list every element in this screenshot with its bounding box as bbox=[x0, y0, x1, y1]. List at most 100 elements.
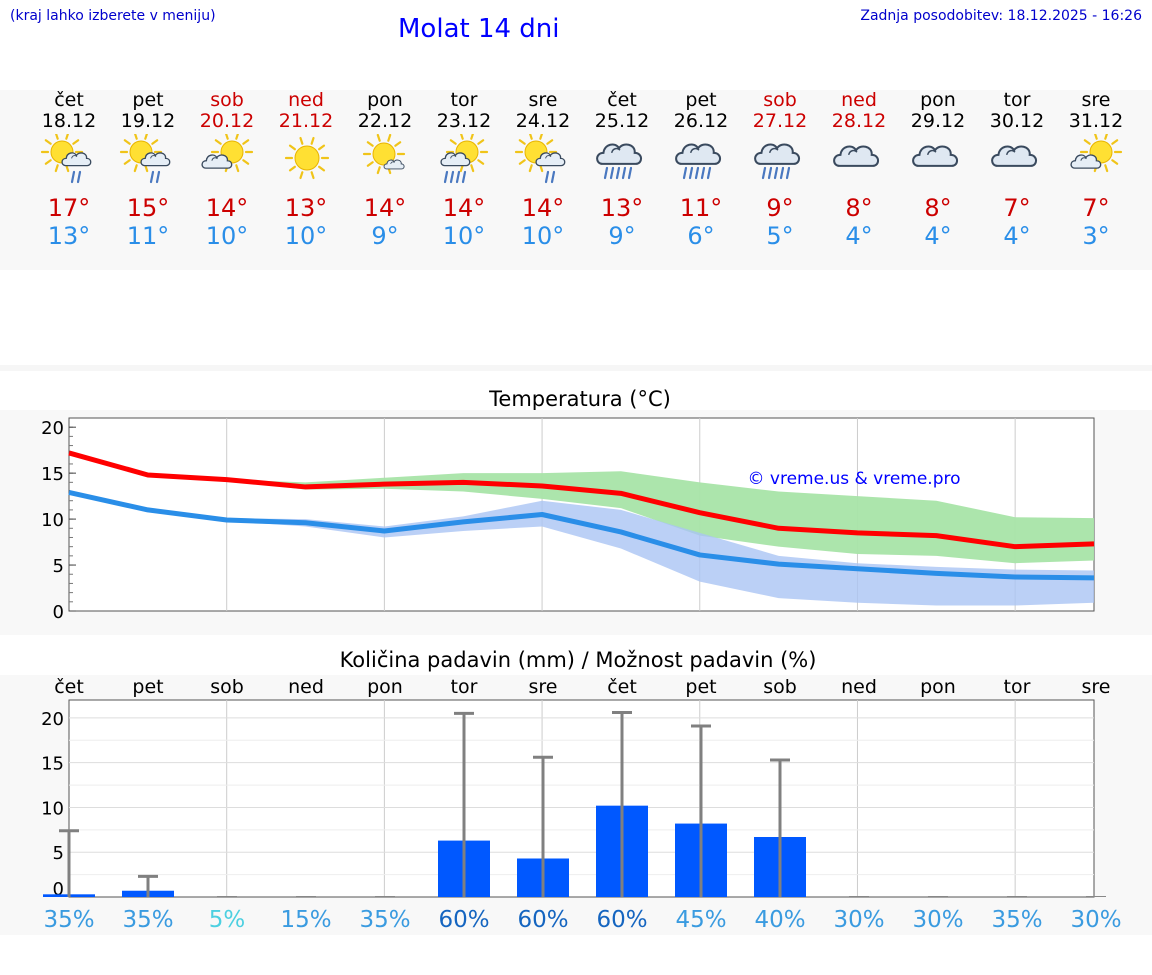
forecast-day: pet 26.12 11° 6° bbox=[661, 90, 741, 250]
y-tick-label: 0 bbox=[53, 879, 64, 900]
max-temperature: 14° bbox=[205, 194, 249, 222]
day-name: ned bbox=[288, 89, 324, 111]
max-temperature: 9° bbox=[766, 194, 794, 222]
day-name: ned bbox=[841, 89, 877, 111]
day-name: sob bbox=[210, 89, 244, 111]
forecast-day: ned 28.12 8° 4° bbox=[819, 90, 899, 250]
precipitation-chance: 30% bbox=[1070, 907, 1121, 933]
day-date: 18.12 bbox=[41, 110, 97, 132]
min-temperature-line bbox=[68, 490, 1095, 581]
day-label: čet bbox=[607, 676, 637, 698]
day-label: pon bbox=[367, 676, 403, 698]
day-name: sre bbox=[1081, 89, 1111, 111]
y-tick-label: 5 bbox=[53, 556, 64, 577]
day-date: 31.12 bbox=[1068, 110, 1124, 132]
forecast-day: pon 22.12 14° 9° bbox=[345, 90, 425, 250]
sun-cloud-rain-icon bbox=[108, 132, 188, 198]
day-date: 27.12 bbox=[752, 110, 808, 132]
min-temperature-range bbox=[69, 492, 1094, 606]
max-temperature: 11° bbox=[679, 194, 723, 222]
plot-area bbox=[68, 699, 1095, 898]
day-date: 24.12 bbox=[515, 110, 571, 132]
day-label: pon bbox=[920, 676, 956, 698]
day-label: sre bbox=[1082, 676, 1111, 698]
precipitation-chance: 35% bbox=[122, 907, 173, 933]
forecast-day: sob 20.12 14° 10° bbox=[187, 90, 267, 250]
max-temperature: 7° bbox=[1003, 194, 1031, 222]
precipitation-chance: 5% bbox=[209, 907, 246, 933]
y-tick-label: 15 bbox=[41, 464, 64, 485]
sun-small-cloud-icon bbox=[345, 132, 425, 198]
last-updated: Zadnja posodobitev: 18.12.2025 - 16:26 bbox=[860, 8, 1142, 24]
copyright-watermark: © vreme.us & vreme.pro bbox=[747, 469, 960, 489]
max-temperature: 13° bbox=[284, 194, 328, 222]
precipitation-chart-panel: čet pet sob ned pon tor sre čet pet sob ned pon tor s… bbox=[0, 675, 1152, 935]
day-label: sre bbox=[529, 676, 558, 698]
y-tick-label: 15 bbox=[41, 754, 64, 775]
day-label: čet bbox=[54, 676, 84, 698]
forecast-day: čet 25.12 13° 9° bbox=[582, 90, 662, 250]
precipitation-chance: 35% bbox=[359, 907, 410, 933]
day-date: 19.12 bbox=[120, 110, 176, 132]
day-label: ned bbox=[288, 676, 324, 698]
y-tick-label: 0 bbox=[53, 602, 64, 623]
day-name: sob bbox=[763, 89, 797, 111]
max-temperature: 14° bbox=[363, 194, 407, 222]
day-label: sob bbox=[210, 676, 244, 698]
max-temperature-range bbox=[69, 452, 1094, 564]
max-temperature: 13° bbox=[600, 194, 644, 222]
precipitation-chance: 30% bbox=[912, 907, 963, 933]
day-label: sob bbox=[763, 676, 797, 698]
precipitation-chance: 60% bbox=[517, 907, 568, 933]
day-name: pet bbox=[132, 89, 164, 111]
cloud-icon bbox=[977, 132, 1057, 198]
temperature-chart-title: Temperatura (°C) bbox=[489, 387, 671, 411]
daily-forecast-strip: čet 18.12 17° 13° pet 19.12 15° 11° sob 20.12 14° 1… bbox=[0, 90, 1152, 270]
min-temperature: 10° bbox=[442, 222, 486, 250]
page-title: Molat 14 dni bbox=[398, 14, 560, 44]
min-temperature: 13° bbox=[47, 222, 91, 250]
forecast-day: sre 24.12 14° 10° bbox=[503, 90, 583, 250]
day-label: tor bbox=[451, 676, 478, 698]
day-date: 28.12 bbox=[831, 110, 887, 132]
day-name: čet bbox=[54, 89, 84, 111]
forecast-day: pon 29.12 8° 4° bbox=[898, 90, 978, 250]
forecast-day: tor 23.12 14° 10° bbox=[424, 90, 504, 250]
sun-cloud-heavy-rain-icon bbox=[424, 132, 504, 198]
max-temperature-line bbox=[68, 450, 1095, 550]
cloud-heavy-rain-icon bbox=[661, 132, 741, 198]
precipitation-chance: 35% bbox=[43, 907, 94, 933]
sun-cloud-rain-icon bbox=[503, 132, 583, 198]
day-name: tor bbox=[1003, 89, 1031, 111]
min-temperature: 6° bbox=[687, 222, 715, 250]
max-temperature: 15° bbox=[126, 194, 170, 222]
cloud-icon bbox=[898, 132, 978, 198]
min-temperature: 4° bbox=[845, 222, 873, 250]
forecast-day: ned 21.12 13° 10° bbox=[266, 90, 346, 250]
y-tick-label: 20 bbox=[41, 418, 64, 439]
min-temperature: 5° bbox=[766, 222, 794, 250]
precipitation-chart: čet pet sob ned pon tor sre čet pet sob ned pon tor s… bbox=[41, 676, 1121, 933]
temperature-chart: 0 5 10 15 20 © vreme.us & vreme.pro bbox=[41, 417, 1095, 623]
day-date: 22.12 bbox=[357, 110, 413, 132]
min-temperature: 9° bbox=[608, 222, 636, 250]
precipitation-chance: 40% bbox=[754, 907, 805, 933]
day-date: 26.12 bbox=[673, 110, 729, 132]
y-tick-label: 10 bbox=[41, 510, 64, 531]
max-temperature: 7° bbox=[1082, 194, 1110, 222]
forecast-day: sob 27.12 9° 5° bbox=[740, 90, 820, 250]
max-temperature: 14° bbox=[442, 194, 486, 222]
day-label: tor bbox=[1004, 676, 1031, 698]
y-tick-label: 10 bbox=[41, 798, 64, 819]
menu-hint[interactable]: (kraj lahko izberete v meniju) bbox=[10, 8, 216, 24]
max-temperature: 8° bbox=[924, 194, 952, 222]
forecast-day: čet 18.12 17° 13° bbox=[29, 90, 109, 250]
day-date: 20.12 bbox=[199, 110, 255, 132]
day-label: ned bbox=[841, 676, 877, 698]
day-date: 30.12 bbox=[989, 110, 1045, 132]
y-tick-label: 20 bbox=[41, 709, 64, 730]
precipitation-chance: 60% bbox=[438, 907, 489, 933]
temperature-chart-panel: 0 5 10 15 20 © vreme.us & vreme.pro bbox=[0, 410, 1152, 635]
precipitation-chart-title: Količina padavin (mm) / Možnost padavin … bbox=[339, 648, 817, 672]
day-name: pon bbox=[920, 89, 956, 111]
